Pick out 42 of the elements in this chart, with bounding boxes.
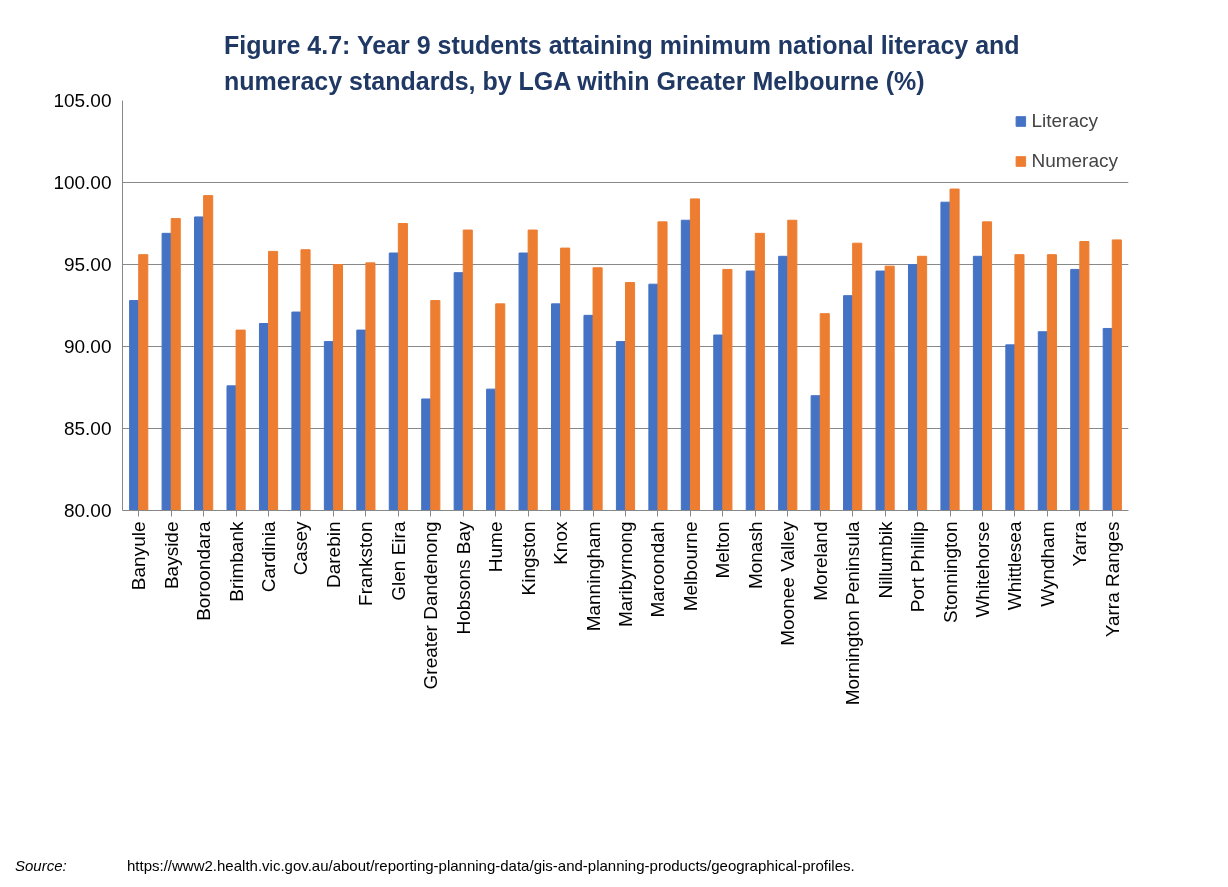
y-tick-label: 80.00 [63, 500, 112, 521]
y-tick-label: 90.00 [63, 336, 112, 357]
y-tick-label: 105.00 [53, 90, 112, 111]
x-tick-label: Maroondah [647, 521, 669, 618]
x-tick-label: Hobsons Bay [452, 521, 474, 635]
x-tick-label: Brimbank [225, 521, 247, 602]
x-tick-label: Monash [744, 521, 766, 590]
x-tick-label: Whitehorse [971, 521, 993, 618]
x-tick-label: Casey [290, 521, 312, 576]
x-tick-label: Moonee Valley [777, 521, 799, 646]
x-tick-label: Glen Eira [387, 521, 409, 601]
x-tick-label: Greater Dandenong [420, 521, 442, 690]
legend-label: Numeracy [1031, 150, 1118, 172]
x-tick-label: Whittlesea [1004, 521, 1026, 611]
chart-title: Figure 4.7: Year 9 students attaining minimum national literacy and numeracy standards, by LGA within Greater Melbourne (%) [224, 31, 1020, 96]
x-tick-label: Boroondara [193, 521, 215, 621]
x-tick-label: Manningham [582, 521, 604, 632]
x-tick-label: Kingston [517, 521, 539, 596]
x-tick-label: Yarra Ranges [1101, 521, 1123, 638]
y-tick-label: 85.00 [63, 418, 112, 439]
x-tick-label: Nillumbik [874, 521, 896, 599]
x-tick-label: Bayside [160, 521, 182, 590]
x-tick-label: Melbourne [679, 521, 701, 612]
x-tick-label: Darebin [322, 521, 344, 589]
x-tick-label: Melton [712, 521, 734, 579]
legend-label: Literacy [1031, 110, 1098, 132]
x-tick-label: Frankston [355, 521, 377, 606]
x-tick-label: Knox [550, 521, 572, 565]
x-tick-label: Yarra [1069, 521, 1091, 567]
source-note: Source: [15, 856, 67, 876]
x-tick-label: Cardinia [258, 521, 280, 593]
y-tick-label: 100.00 [53, 172, 112, 193]
x-tick-label: Maribyrnong [615, 521, 636, 628]
x-tick-label: Port Phillip [907, 521, 929, 613]
text: https://www2.health.vic.gov.au/about/reporting-planning-data/gis-and-planning-products/geographical-profiles. [127, 856, 855, 876]
x-tick-label: Wyndham [1036, 521, 1058, 607]
x-tick-label: Moreland [809, 521, 831, 601]
x-tick-label: Hume [485, 521, 507, 573]
x-tick-label: Mornington Peninsula [842, 521, 864, 706]
x-tick-label: Banyule [128, 521, 150, 591]
x-tick-label: Stonnington [939, 521, 961, 623]
y-tick-label: 95.00 [63, 254, 112, 275]
